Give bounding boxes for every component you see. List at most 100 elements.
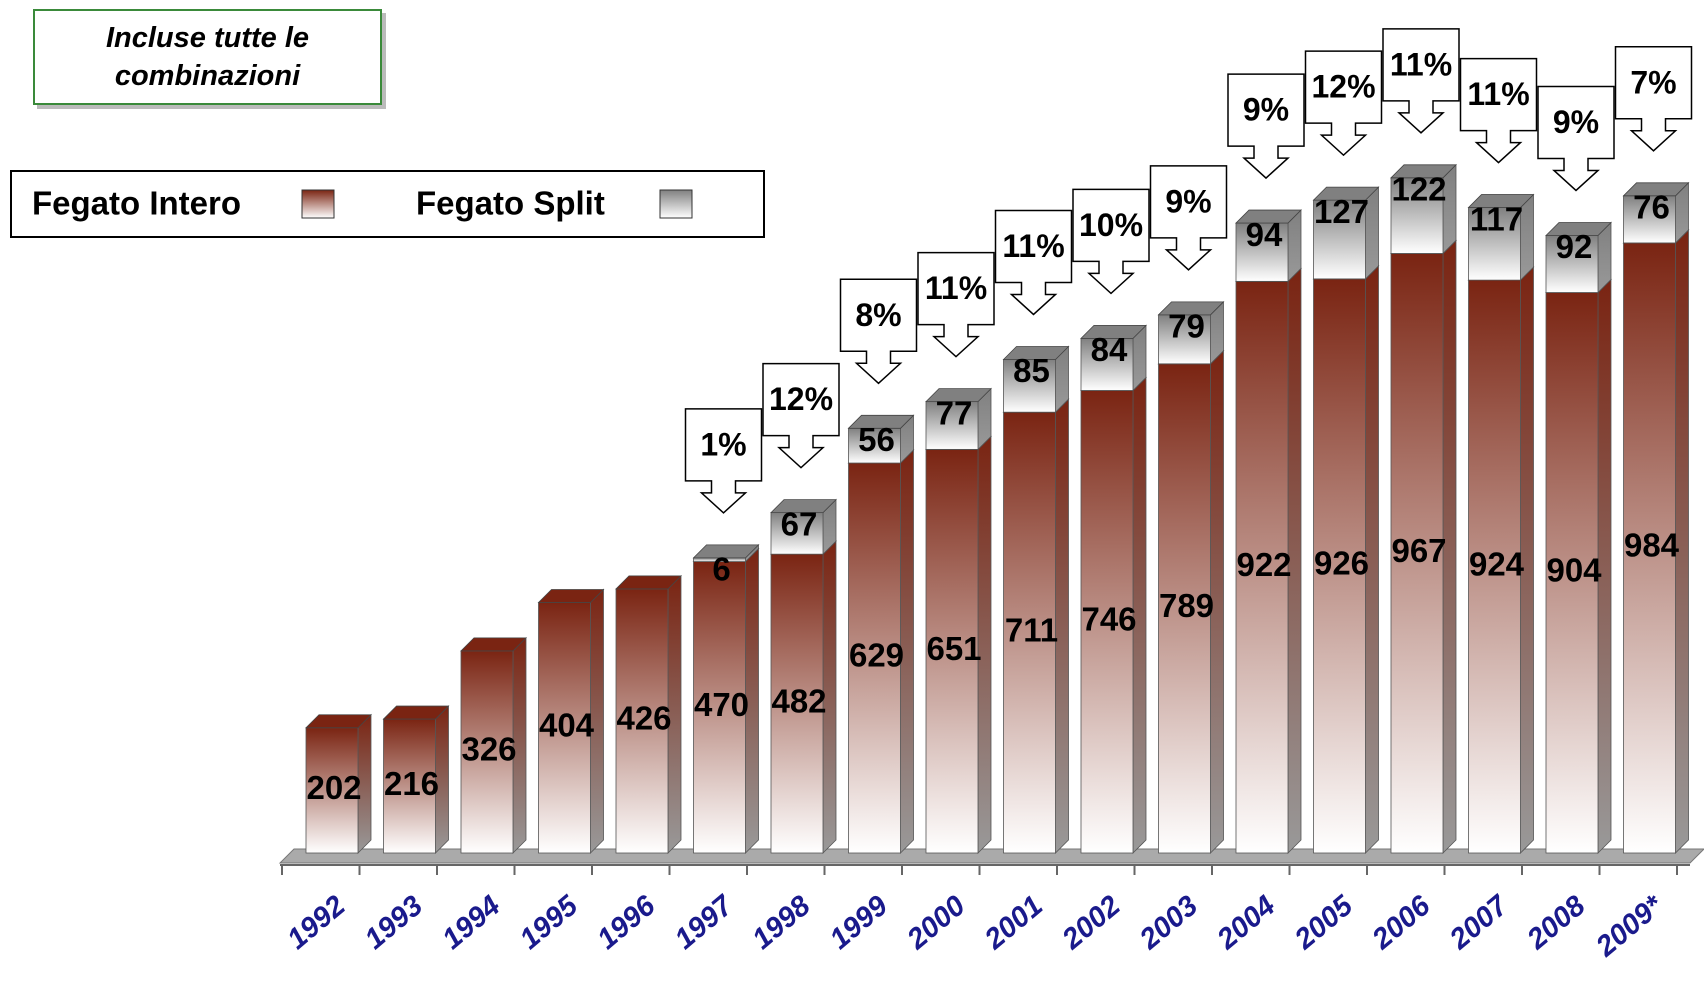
bar [1313,199,1366,280]
legend-swatch [301,189,335,219]
callout [1459,57,1538,164]
bar-top [382,705,450,720]
bar [538,602,591,854]
bar-top [1390,164,1457,179]
bar [1623,242,1676,854]
annotation: 11% [1390,46,1452,82]
annotation: 7% [1630,64,1676,100]
value-label: 79 [1168,308,1205,345]
x-tick-label: 1994 [436,890,506,956]
bar-top [1545,222,1612,236]
bar-top [1080,324,1147,339]
x-tick-label: 2008 [1521,889,1592,956]
value-label: 924 [1469,545,1525,582]
bar [1468,207,1521,281]
annotation: 12% [769,381,833,417]
x-tick-label: 1999 [824,890,894,956]
annotation: 11% [925,270,987,306]
value-label: 926 [1314,545,1369,582]
bar-top [925,388,992,403]
annotation: 9% [1165,183,1211,219]
value-label: 967 [1391,532,1446,569]
value-label: 904 [1546,551,1602,588]
value-label: 67 [781,505,818,542]
value-label: 922 [1236,546,1291,583]
value-label: 84 [1091,331,1128,368]
x-tick-label: 1993 [359,890,429,956]
bar [460,650,514,854]
x-tick-label: 2000 [901,890,972,957]
callout [1614,46,1693,152]
value-label: 127 [1314,193,1369,230]
annotation: 8% [855,297,901,333]
annotation: 11% [1467,76,1529,112]
bar [1158,314,1211,365]
legend-swatch [659,189,693,219]
bar [1313,278,1366,854]
value-label: 629 [849,637,904,674]
x-tick-label: 2006 [1366,889,1437,956]
x-tick-label: 2007 [1443,889,1515,957]
legend-box [10,170,765,238]
callout [1227,73,1305,180]
bar [1003,411,1056,854]
bar [770,553,824,854]
bar-top [305,714,372,729]
annotation: 9% [1553,104,1599,140]
callout [1149,165,1228,271]
bar [1080,390,1134,854]
x-tick-label: 1997 [669,889,740,956]
value-label: 6 [712,551,730,588]
bar [1468,279,1521,854]
bar [1235,280,1289,854]
bar-top [537,589,605,603]
callout [762,362,840,469]
value-label: 470 [694,686,749,723]
bar [1390,177,1444,254]
x-tick-label: 1992 [281,890,351,956]
value-label: 984 [1624,527,1680,564]
x-tick-label: 1998 [746,889,817,956]
legend-label: Fegato Split [416,185,605,222]
value-label: 122 [1391,171,1446,208]
bar [615,588,669,854]
legend-label: Fegato Intero [32,185,241,222]
annotation: 1% [700,426,746,462]
bar [1623,195,1676,244]
value-label: 426 [616,700,671,737]
annotation: 10% [1079,207,1143,243]
callout [684,408,763,514]
bar-top [1622,182,1690,197]
bar-top [1002,346,1070,360]
x-tick-label: 1996 [591,889,662,956]
callout [994,209,1073,316]
annotation: 12% [1311,69,1375,105]
x-tick-label: 2004 [1211,890,1282,957]
bar [1003,359,1056,413]
value-label: 117 [1470,200,1523,237]
bar [1545,292,1599,854]
callout [917,251,995,358]
value-label: 326 [461,731,516,768]
callout [839,278,918,385]
bar [848,462,901,854]
bar-top [692,544,760,559]
bar-top [1235,209,1302,224]
chart-title: Incluse tutte le combinazioni [33,9,382,105]
value-label: 404 [539,706,595,743]
bar [1235,222,1289,282]
callout [1382,28,1460,134]
annotation: 11% [1002,228,1064,264]
bar [383,718,436,854]
value-label: 85 [1013,352,1050,389]
bar [770,512,824,555]
bar [925,401,979,450]
x-tick-label: 1995 [514,889,585,956]
bar-top [1467,194,1535,208]
bar [1390,253,1444,854]
callout [1304,50,1383,157]
callout [1537,85,1615,192]
bar [693,561,746,854]
bar [848,427,901,464]
value-label: 56 [858,421,895,458]
